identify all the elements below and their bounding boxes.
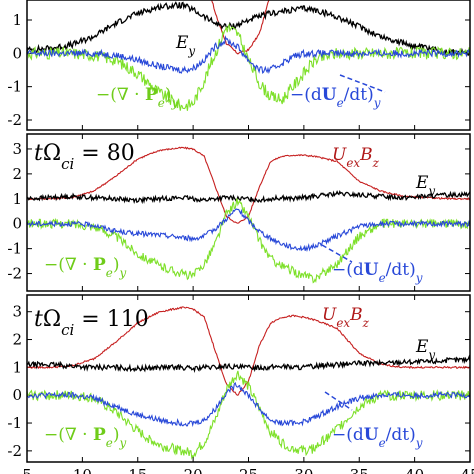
annotation-pointer <box>324 391 353 411</box>
plot-frame <box>26 133 471 292</box>
x-tick-label: 15 <box>128 466 147 474</box>
series--p-e-y-line <box>27 370 470 460</box>
series-label: −(dUe/dt)y <box>332 260 423 285</box>
y-tick-label: 3 <box>12 140 22 158</box>
series-label: −(∇ · Pe)y <box>44 425 126 450</box>
y-tick-label: -2 <box>7 442 22 460</box>
series-label: UexBz <box>332 145 380 170</box>
series-label: −(dUe/dt)y <box>332 425 423 450</box>
x-tick-label: 10 <box>73 466 92 474</box>
series-label: Ey <box>415 173 435 198</box>
x-tick-label: 5 <box>22 466 32 474</box>
y-tick-label: -2 <box>7 265 22 283</box>
y-tick-label: 1 <box>12 190 22 208</box>
series-u-ex-b-z-line <box>211 0 270 55</box>
x-tick-label: 35 <box>350 466 369 474</box>
panel-3: -2 -1 0 1 2 3 Ey −(∇ · Pe)y −(dUe/dt)y UexBz tΩci … <box>7 294 471 463</box>
y-tick-label: -1 <box>7 240 22 258</box>
series-label: −(∇ · Pe)y <box>96 85 178 110</box>
series--du-e-dt-y-line <box>27 208 470 253</box>
x-tick-label: 25 <box>239 466 258 474</box>
annotation-pointer <box>321 244 353 263</box>
y-tick-label: 1 <box>12 358 22 376</box>
panel-1: -2 -1 0 1 Ey −(∇ · Pe)y −(dUe/dt)y <box>7 0 471 131</box>
series-label: −(∇ · Pe)y <box>44 255 126 280</box>
y-tick-label: -1 <box>7 78 22 96</box>
y-tick-label: 0 <box>12 44 22 62</box>
annotation-pointer <box>339 74 386 93</box>
series-e-y-line <box>27 354 470 374</box>
series--du-e-dt-y-line <box>27 35 470 75</box>
y-tick-label: 3 <box>12 303 22 321</box>
series-label: Ey <box>415 337 435 362</box>
y-tick-label: -1 <box>7 414 22 432</box>
y-tick-label: 1 <box>12 11 22 29</box>
x-tick-label: 30 <box>294 466 313 474</box>
y-tick-label: 2 <box>12 165 22 183</box>
series-u-ex-b-z-line <box>27 306 470 396</box>
y-tick-label: 2 <box>12 331 22 349</box>
plot-frame <box>26 294 471 463</box>
y-tick-label: -2 <box>7 111 22 129</box>
series-label: UexBz <box>322 305 370 330</box>
time-label: tΩci = 80 <box>34 141 135 173</box>
time-label: tΩci = 110 <box>34 307 149 339</box>
x-tick-label: 45 <box>460 466 474 474</box>
y-tick-label: 0 <box>12 386 22 404</box>
series-label: −(dUe/dt)y <box>290 85 381 110</box>
panel-2: -2 -1 0 1 2 3 Ey −(∇ · Pe)y −(dUe/dt)y UexBz tΩci … <box>7 133 471 292</box>
plot-frame <box>26 0 471 131</box>
x-tick-label: 40 <box>405 466 424 474</box>
series--du-e-dt-y-line <box>27 381 470 428</box>
series-e-y-line <box>27 1 470 57</box>
y-tick-label: 0 <box>12 215 22 233</box>
x-tick-label: 20 <box>184 466 203 474</box>
series-e-y-line <box>27 190 470 205</box>
series-label: Ey <box>175 33 195 58</box>
